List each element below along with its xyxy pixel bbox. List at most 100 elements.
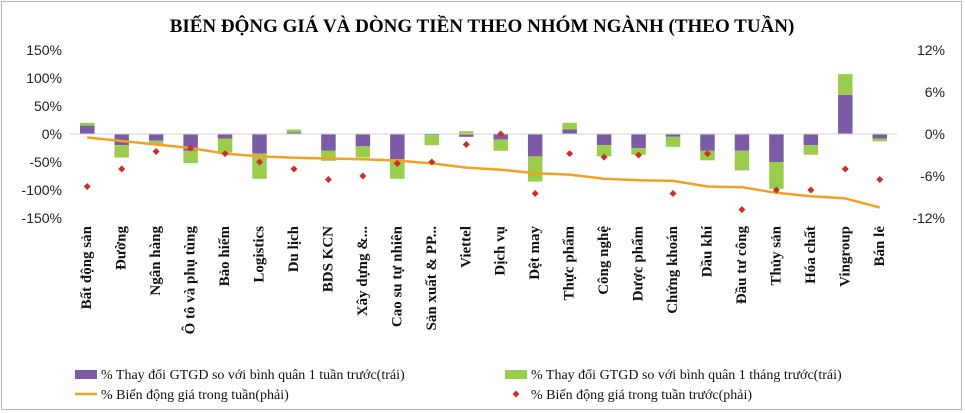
bar-week xyxy=(838,94,853,134)
left-tick-label: -150% xyxy=(22,210,62,226)
bar-month xyxy=(252,153,267,179)
prev-week-marker xyxy=(290,165,298,173)
bar-month xyxy=(734,150,750,171)
prev-week-marker xyxy=(600,153,608,161)
bar-week xyxy=(631,134,646,148)
legend-label: % Thay đổi GTGD so với bình quân 1 tháng… xyxy=(531,368,842,383)
bar-week xyxy=(700,134,715,151)
category-label: Ô tô và phụ tùng xyxy=(182,226,199,335)
legend-label: % Thay đổi GTGD so với bình quân 1 tuần … xyxy=(101,368,405,383)
right-tick-label: 12% xyxy=(917,42,945,58)
bar-week xyxy=(217,134,233,139)
right-tick-label: -12% xyxy=(912,210,945,226)
legend-swatch xyxy=(75,370,97,379)
left-tick-label: 100% xyxy=(26,70,62,86)
prev-week-marker xyxy=(635,151,643,159)
bar-month xyxy=(527,156,543,182)
prev-week-marker xyxy=(393,159,401,167)
category-label: Hóa chất xyxy=(803,226,819,284)
category-label: Bất động sản xyxy=(79,225,95,309)
bar-week xyxy=(286,132,302,134)
category-label: Chứng khoán xyxy=(665,225,681,313)
category-label: Cao su tự nhiên xyxy=(389,225,405,327)
bar-week xyxy=(872,134,888,139)
plot-area: 150% 100% 50% 0% -50% -100% -150% 12% 6% 0% -6% -12… xyxy=(22,42,945,334)
prev-week-marker xyxy=(772,186,780,194)
bar-week xyxy=(803,134,819,146)
legend-label: % Biến động giá trong tuần(phải) xyxy=(101,388,289,403)
prev-week-marker xyxy=(83,183,91,190)
category-label: Công nghệ xyxy=(596,226,612,295)
right-tick-label: 6% xyxy=(925,84,945,100)
prev-week-marker xyxy=(359,172,367,180)
bar-month xyxy=(321,150,336,161)
prev-week-marker xyxy=(462,141,470,148)
category-label: Thủy sản xyxy=(768,225,784,285)
prev-week-marker xyxy=(187,144,195,152)
category-label: Bán lẻ xyxy=(872,226,888,267)
bar-week xyxy=(596,134,612,146)
prev-week-marker xyxy=(807,186,815,194)
category-label: Dầu khí xyxy=(699,225,715,277)
category-label: Logistics xyxy=(252,226,268,283)
bar-month xyxy=(183,150,198,164)
prev-week-marker xyxy=(841,165,849,173)
left-tick-label: -100% xyxy=(22,182,62,198)
category-label: Dược phẩm xyxy=(631,226,647,302)
category-label: Du lịch xyxy=(286,225,302,272)
prev-week-marker xyxy=(221,150,229,158)
bar-month xyxy=(114,145,129,158)
prev-week-marker xyxy=(324,176,332,183)
category-label: Đường xyxy=(114,226,130,270)
bar-week xyxy=(79,125,95,134)
right-tick-label: 0% xyxy=(925,126,945,142)
bar-week xyxy=(390,134,405,160)
category-label: BDS KCN xyxy=(320,226,336,292)
legend: % Thay đổi GTGD so với bình quân 1 tuần … xyxy=(75,368,842,403)
prev-week-marker xyxy=(738,206,746,214)
category-label: Đầu tư công xyxy=(734,226,750,305)
bar-month xyxy=(459,131,474,134)
prev-week-marker xyxy=(876,176,884,183)
prev-week-marker xyxy=(256,158,264,166)
bar-week xyxy=(252,134,267,154)
chart-title: BIẾN ĐỘNG GIÁ VÀ DÒNG TIỀN THEO NHÓM NGÀ… xyxy=(170,15,795,37)
right-tick-label: -6% xyxy=(920,168,945,184)
bar-week xyxy=(114,134,129,146)
prev-week-marker xyxy=(703,150,711,158)
category-label: Ngân hàng xyxy=(148,226,164,296)
bar-month xyxy=(79,122,95,126)
bar-week xyxy=(148,134,164,141)
bar-week xyxy=(459,134,474,137)
prev-week-marker xyxy=(531,190,539,197)
bar-month xyxy=(355,146,371,158)
legend-label: % Biến động giá trong tuần trước(phải) xyxy=(531,388,752,403)
bar-month xyxy=(217,138,233,153)
legend-swatch xyxy=(505,370,527,379)
category-label: Bảo hiểm xyxy=(217,225,233,286)
bar-week xyxy=(527,134,543,157)
category-label: Xây dựng &... xyxy=(355,226,371,317)
prev-week-marker xyxy=(152,148,160,155)
bar-week xyxy=(562,129,577,134)
bar-month xyxy=(424,135,440,146)
bar-week xyxy=(734,134,750,151)
bar-month xyxy=(769,162,784,189)
bar-month xyxy=(803,145,819,155)
category-label: Vingroup xyxy=(837,226,853,287)
category-label: Sản xuất & PP... xyxy=(424,226,440,331)
prev-week-marker xyxy=(118,165,126,173)
bar-week xyxy=(424,134,440,136)
prev-week-marker xyxy=(566,150,574,158)
price-line xyxy=(87,136,881,209)
bar-month xyxy=(596,145,612,157)
left-tick-label: 150% xyxy=(26,42,62,58)
bar-week xyxy=(769,134,784,162)
category-label: Viettel xyxy=(458,226,474,268)
bar-month xyxy=(390,159,405,179)
left-tick-label: 50% xyxy=(34,98,62,114)
bar-month xyxy=(872,138,888,142)
prev-week-marker xyxy=(669,190,677,197)
